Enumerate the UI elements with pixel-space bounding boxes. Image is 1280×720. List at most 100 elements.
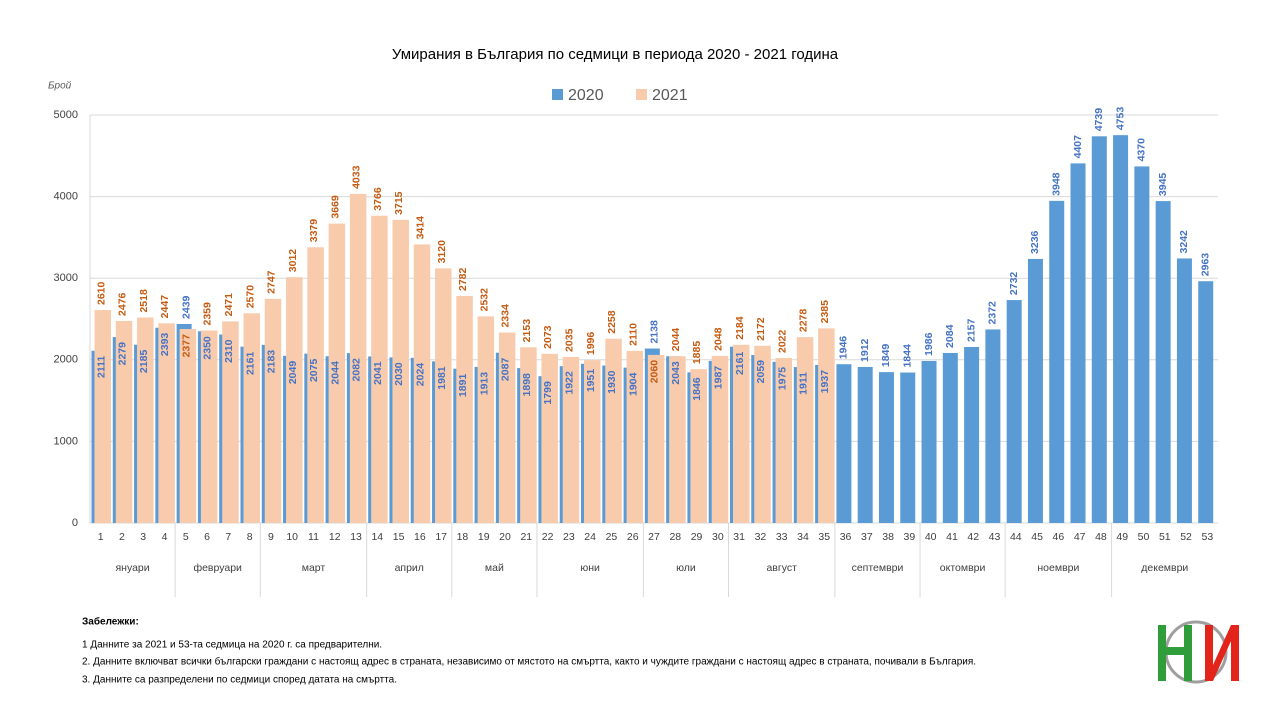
bar (115, 320, 133, 523)
value-label: 2172 (755, 317, 767, 341)
value-label: 2111 (95, 356, 107, 378)
x-tick-label: 6 (204, 531, 210, 543)
x-tick-label: 20 (499, 531, 511, 543)
x-tick-label: 46 (1053, 531, 1065, 543)
bar (690, 369, 707, 523)
bar (541, 353, 558, 523)
bar (818, 328, 835, 523)
bar (1091, 136, 1107, 523)
bar (392, 219, 409, 523)
month-label: май (485, 562, 504, 574)
x-tick-label: 22 (542, 531, 554, 543)
x-tick-label: 47 (1074, 531, 1086, 543)
month-label: февруари (193, 562, 242, 574)
x-tick-label: 52 (1180, 531, 1192, 543)
value-label: 2035 (564, 328, 576, 352)
month-label: януари (115, 562, 149, 574)
value-label: 2782 (457, 267, 469, 291)
value-label: 2087 (500, 358, 512, 382)
x-tick-label: 40 (925, 531, 937, 543)
value-label: 2060 (649, 360, 661, 384)
month-label: юли (676, 562, 696, 574)
x-tick-label: 29 (691, 531, 703, 543)
legend-label: 2020 (568, 87, 604, 104)
y-axis-label: Брой (48, 81, 72, 92)
value-label: 2747 (266, 270, 278, 294)
x-tick-label: 4 (162, 531, 168, 543)
notes-title: Забележки: (82, 616, 139, 628)
y-tick-label: 5000 (54, 109, 78, 121)
value-label: 1951 (585, 369, 597, 393)
bar (711, 355, 729, 523)
x-tick-label: 35 (818, 531, 830, 543)
value-label: 2377 (180, 334, 192, 358)
x-tick-label: 37 (861, 531, 873, 543)
x-tick-label: 30 (712, 531, 724, 543)
value-label: 4407 (1072, 135, 1084, 159)
bar (942, 352, 958, 523)
value-label: 2110 (627, 323, 639, 346)
value-label: 1799 (542, 381, 554, 405)
x-tick-label: 15 (393, 531, 405, 543)
bar (413, 244, 431, 523)
value-label: 2334 (500, 304, 512, 328)
month-label: ноември (1037, 562, 1079, 574)
value-label: 1891 (457, 374, 469, 398)
value-label: 2043 (670, 361, 682, 385)
value-label: 1913 (478, 372, 490, 396)
bar (456, 295, 473, 523)
value-label: 1844 (902, 344, 914, 368)
x-tick-label: 13 (350, 531, 362, 543)
value-label: 1937 (819, 370, 831, 394)
value-label: 3766 (372, 187, 384, 211)
value-label: 2161 (244, 352, 256, 376)
value-label: 4753 (1114, 107, 1126, 131)
bar (243, 313, 260, 523)
value-label: 2732 (1008, 272, 1020, 296)
note: 2. Данните включват всички български гра… (82, 656, 976, 668)
bar (200, 330, 218, 523)
x-tick-label: 32 (755, 531, 767, 543)
y-tick-label: 3000 (54, 272, 78, 284)
bar (626, 350, 644, 523)
bar (857, 366, 873, 523)
value-label: 2183 (266, 350, 278, 374)
bar (1134, 166, 1150, 523)
value-label: 2049 (287, 361, 299, 385)
x-tick-label: 16 (414, 531, 426, 543)
y-tick-label: 2000 (54, 354, 78, 366)
legend-label: 2021 (652, 87, 688, 104)
x-tick-label: 19 (478, 531, 490, 543)
x-tick-label: 3 (140, 531, 146, 543)
bar (836, 364, 852, 523)
x-tick-label: 41 (946, 531, 958, 543)
value-label: 3945 (1157, 173, 1169, 197)
bar (477, 316, 495, 523)
value-label: 2185 (138, 350, 150, 374)
legend-swatch (636, 89, 647, 100)
month-label: декември (1141, 562, 1188, 574)
x-tick-label: 8 (247, 531, 253, 543)
value-label: 2041 (372, 361, 384, 385)
value-label: 1986 (923, 332, 935, 356)
x-tick-label: 26 (627, 531, 639, 543)
bar (669, 356, 686, 523)
value-label: 2059 (755, 360, 767, 384)
legend-swatch (552, 89, 563, 100)
x-tick-label: 9 (268, 531, 274, 543)
value-label: 2359 (202, 302, 214, 326)
month-label: април (395, 562, 424, 574)
bar (1006, 300, 1022, 523)
y-tick-label: 0 (72, 517, 78, 529)
bar (222, 321, 239, 523)
value-label: 1930 (606, 370, 618, 394)
value-label: 4370 (1136, 138, 1148, 162)
x-tick-label: 51 (1159, 531, 1171, 543)
x-tick-label: 17 (435, 531, 447, 543)
value-label: 2022 (776, 329, 788, 353)
value-label: 2044 (670, 328, 682, 352)
value-label: 1912 (859, 338, 871, 362)
x-tick-label: 1 (98, 531, 104, 543)
value-label: 1996 (585, 332, 597, 356)
bar (1155, 201, 1171, 523)
